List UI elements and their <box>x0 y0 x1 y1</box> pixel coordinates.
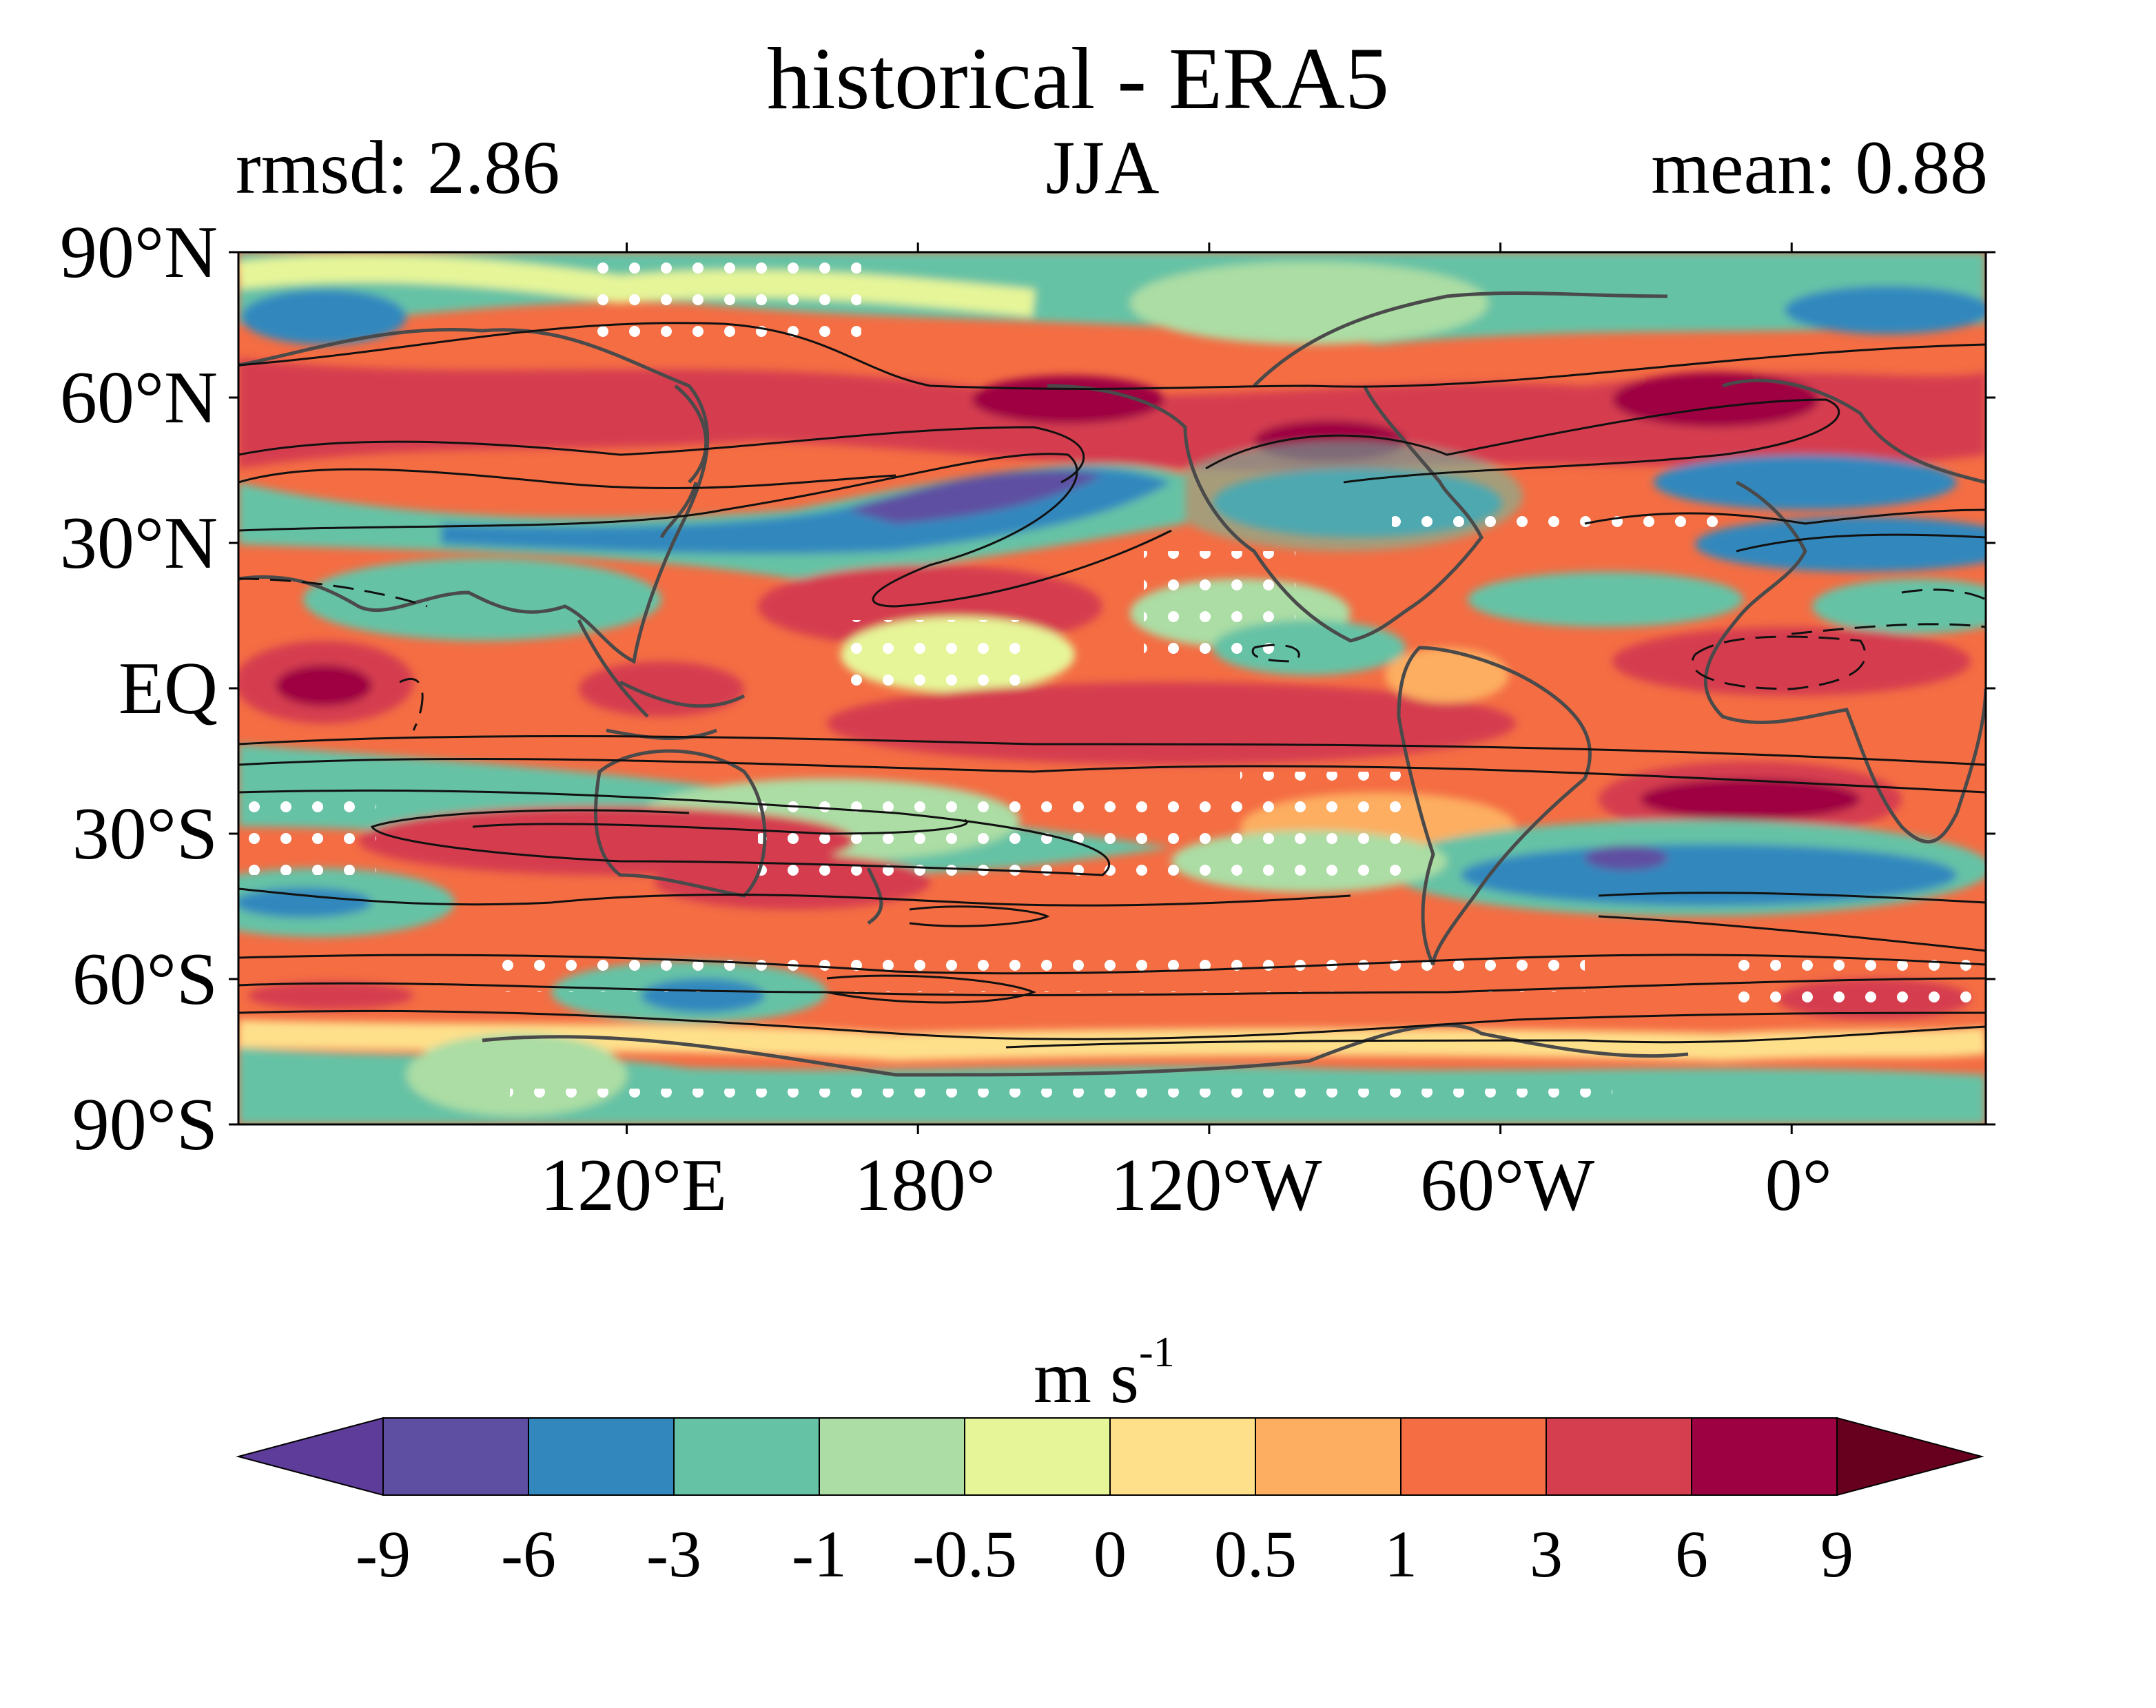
colorbar-extend-low <box>236 1417 384 1496</box>
significance-stippling <box>238 252 1984 1116</box>
colorbar-units-label: m s-1 <box>1034 1331 1175 1415</box>
filled-contours <box>238 252 1986 1124</box>
colorbar-tick-label: 6 <box>1675 1517 1708 1591</box>
lat-tick-label: 60°S <box>72 938 218 1020</box>
units-exponent: -1 <box>1139 1329 1175 1376</box>
colorbar-swatch <box>964 1417 1111 1496</box>
figure-title: historical - ERA5 <box>767 30 1389 127</box>
colorbar-tick-label: -3 <box>646 1517 701 1591</box>
colorbar-swatch <box>382 1417 529 1496</box>
lat-tick-label: 90°S <box>72 1084 218 1166</box>
lat-axis: 90°N 60°N 30°N EQ 30°S 60°S 90°S <box>60 212 1995 1166</box>
lat-tick-label: 30°S <box>72 793 218 875</box>
colorbar-tick-label: -0.5 <box>912 1517 1017 1591</box>
lon-axis: 120°E 180° 120°W 60°W 0° <box>540 243 1832 1226</box>
colorbar-swatch <box>528 1417 675 1496</box>
colorbar-tick-label: 0.5 <box>1214 1517 1297 1591</box>
colorbar-tick-label: -9 <box>356 1517 411 1591</box>
colorbar-extend-high <box>1836 1417 1984 1496</box>
colorbar-tick-label: 9 <box>1820 1517 1854 1591</box>
colorbar-tick-label: 1 <box>1384 1517 1417 1591</box>
rmsd-label: rmsd: 2.86 <box>236 125 560 209</box>
lon-tick-label: 120°E <box>540 1144 727 1226</box>
lon-tick-label: 0° <box>1765 1144 1832 1226</box>
lat-tick-label: 60°N <box>60 357 218 439</box>
season-label: JJA <box>1045 125 1160 209</box>
colorbar-swatch <box>1691 1417 1838 1496</box>
lat-tick-label: 90°N <box>60 212 218 294</box>
colorbar-tick-label: -6 <box>501 1517 556 1591</box>
colorbar-tick-label: 0 <box>1094 1517 1127 1591</box>
lon-tick-label: 120°W <box>1110 1144 1322 1226</box>
lon-tick-label: 180° <box>854 1144 996 1226</box>
colorbar-swatch <box>673 1417 820 1496</box>
colorbar-tick-label: 3 <box>1530 1517 1563 1591</box>
colorbar-tick-label: -1 <box>792 1517 847 1591</box>
lat-tick-label: 30°N <box>60 502 218 584</box>
colorbar-swatch <box>1546 1417 1692 1496</box>
colorbar-swatch <box>1109 1417 1256 1496</box>
lon-tick-label: 60°W <box>1420 1144 1594 1226</box>
colorbar-swatch <box>1255 1417 1402 1496</box>
units-base: m s <box>1034 1337 1140 1419</box>
colorbar-swatch <box>1400 1417 1547 1496</box>
colorbar-swatch <box>819 1417 965 1496</box>
climatology-contours <box>238 322 1986 1049</box>
lat-tick-label: EQ <box>119 648 218 730</box>
colorbar: -9 -6 -3 -1 -0.5 0 0.5 1 3 6 9 <box>236 1417 1984 1591</box>
mean-label: mean: 0.88 <box>1651 125 1988 209</box>
